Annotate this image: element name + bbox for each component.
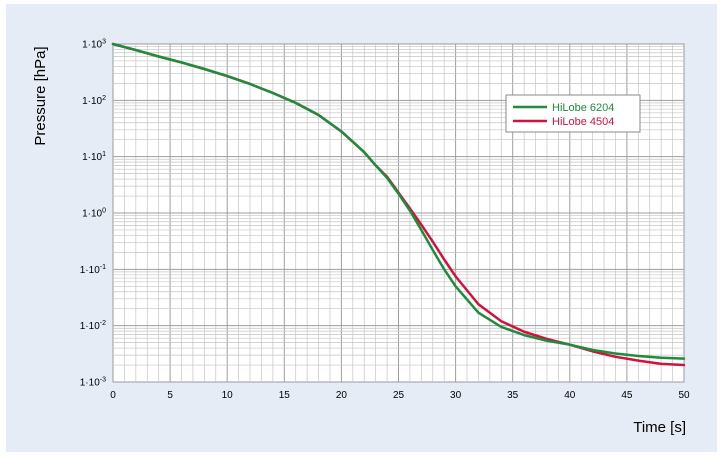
x-tick-label: 50	[678, 390, 690, 401]
y-tick-label: 1·103	[82, 39, 106, 51]
y-tick-label: 1·101	[82, 151, 106, 163]
legend-box	[505, 94, 641, 133]
chart-panel: 1·103 1·102 1·101 1·100 1·10-1 1·10-2 1·10-3 0…	[6, 4, 717, 452]
x-tick-label: 10	[222, 390, 234, 401]
x-tick-label: 5	[167, 390, 173, 401]
legend: HiLobe 6204 HiLobe 4504	[505, 94, 641, 133]
legend-label-hilobe-6204: HiLobe 6204	[552, 102, 614, 114]
y-tick-label: 1·100	[82, 208, 106, 220]
series-line-hilobe-6204	[111, 42, 686, 360]
x-tick-label: 20	[336, 390, 348, 401]
x-tick-label: 30	[450, 390, 462, 401]
y-axis-ticks: 1·103 1·102 1·101 1·100 1·10-1 1·10-2 1·10-3	[80, 39, 106, 389]
legend-label-hilobe-4504: HiLobe 4504	[552, 116, 614, 128]
x-axis-title: Time [s]	[633, 419, 686, 436]
x-tick-label: 15	[279, 390, 291, 401]
y-tick-label: 1·10-2	[80, 320, 106, 332]
series-lines	[111, 42, 686, 367]
y-tick-label: 1·10-3	[80, 377, 106, 389]
x-axis-ticks: 0 5 10 15 20 25 30 35 40 45 50	[110, 390, 690, 401]
y-tick-label: 1·102	[82, 95, 106, 107]
x-tick-label: 40	[564, 390, 576, 401]
y-tick-label: 1·10-1	[80, 264, 106, 276]
pressure-time-chart: 1·103 1·102 1·101 1·100 1·10-1 1·10-2 1·10-3 0…	[32, 39, 690, 437]
x-tick-label: 35	[507, 390, 519, 401]
y-axis-title: Pressure [hPa]	[32, 46, 49, 145]
x-tick-label: 0	[110, 390, 116, 401]
x-tick-label: 45	[621, 390, 633, 401]
x-tick-label: 25	[393, 390, 405, 401]
grid	[113, 44, 684, 382]
